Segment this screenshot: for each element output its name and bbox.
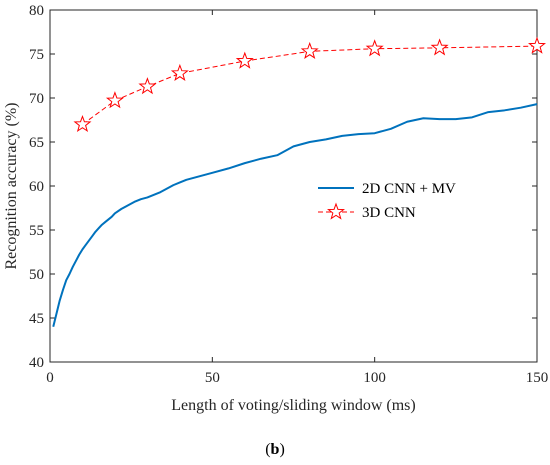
x-tick-label: 150 [526,370,549,386]
legend-label-2: 3D CNN [362,205,416,221]
y-tick-label: 80 [29,3,44,19]
legend-box [312,172,520,228]
series-2-point [235,51,254,69]
legend: 2D CNN + MV 3D CNN [312,172,520,228]
figure-caption: (b) [265,441,285,458]
series-2-point [105,91,124,109]
series-2-point [300,41,319,60]
x-tick-label: 100 [363,370,386,386]
legend-marker-2 [326,202,346,220]
y-tick-label: 55 [29,223,44,239]
series-line-1 [52,103,538,328]
y-tick-label: 75 [29,47,44,63]
series-2-point [170,63,189,82]
series-2-point [138,77,157,95]
legend-label-1: 2D CNN + MV [362,181,456,197]
y-tick-label: 65 [29,135,44,151]
series-2-point [73,114,92,133]
x-tick-label: 50 [205,370,220,386]
x-axis-title: Length of voting/sliding window (ms) [171,397,415,414]
x-tick-label: 0 [46,370,54,386]
series-2-point [365,39,384,57]
y-tick-label: 60 [29,179,44,195]
caption-letter: b [270,441,280,458]
line-chart: 0 50 100 150 40 45 50 55 60 65 70 75 80 2D CNN + MV 3… [3,3,548,414]
y-axis-title: Recognition accuracy (%) [3,102,20,269]
y-tick-label: 45 [29,311,44,327]
y-tick-label: 70 [29,91,44,107]
y-tick-label: 50 [29,267,44,283]
y-tick-label: 40 [29,355,44,371]
series-2-point [527,36,547,54]
axis-ticks [49,9,538,363]
tick-labels: 0 50 100 150 40 45 50 55 60 65 70 75 80 [29,3,548,386]
series-2-point [430,38,449,56]
series-layer [52,36,547,328]
